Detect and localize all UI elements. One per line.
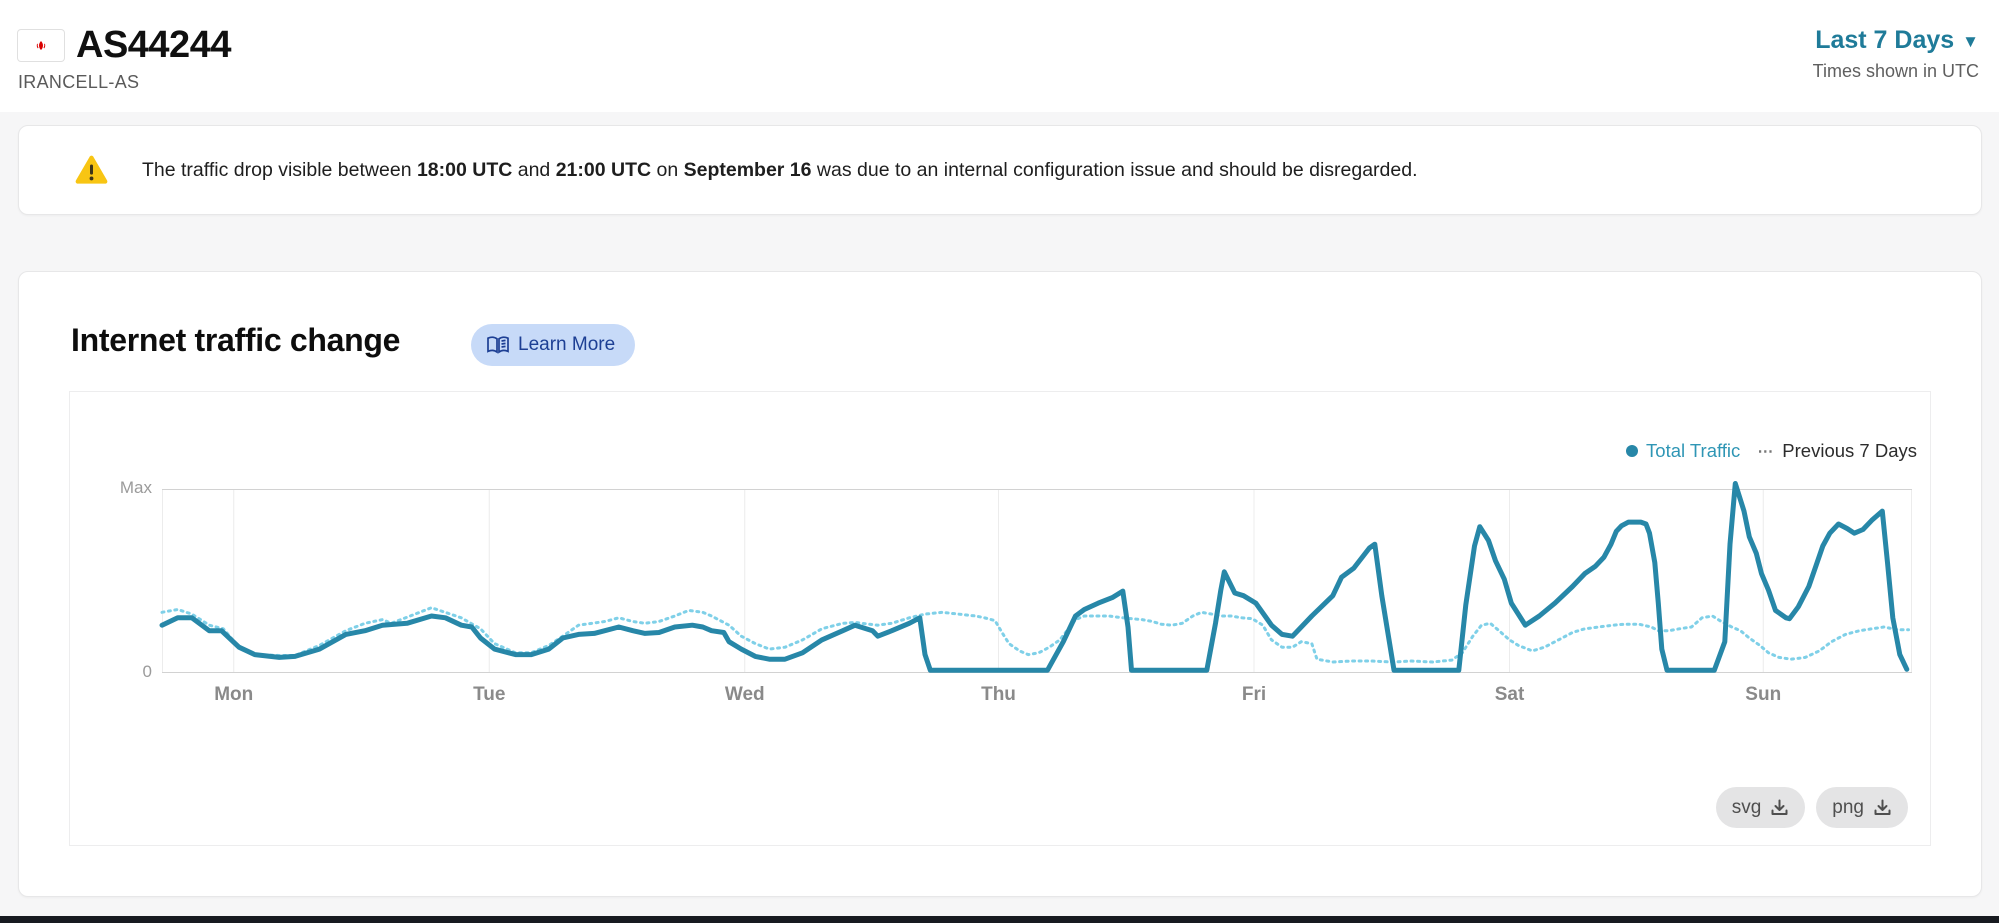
card-title: Internet traffic change [71,322,401,358]
legend-dot-icon [1626,445,1639,457]
download-png-button[interactable]: png [1816,787,1908,828]
download-svg-label: svg [1731,796,1762,818]
y-axis-zero-label: 0 [142,662,152,681]
legend-previous-7-days[interactable]: Previous 7 Days [1758,440,1917,462]
learn-more-button[interactable]: Learn More [471,324,636,366]
flag-emblem-icon [36,40,47,51]
y-axis-max-label: Max [119,478,152,497]
chart-legend: Total Traffic Previous 7 Days [1626,440,1917,462]
footer-divider-bar [0,916,1999,923]
download-icon [1771,799,1788,815]
x-axis-label-mon: Mon [214,684,254,705]
legend-total-traffic-label: Total Traffic [1646,440,1741,461]
download-png-label: png [1832,796,1864,818]
traffic-change-card: Internet traffic change Learn More Total… [18,271,1982,897]
asn-title: AS44244 [76,24,231,66]
time-range-label: Last 7 Days [1815,26,1955,54]
x-axis-label-fri: Fri [1241,684,1267,705]
time-range-dropdown[interactable]: Last 7 Days ▼ [1815,26,1979,55]
iran-flag [18,30,64,61]
notice-banner: The traffic drop visible between 18:00 U… [18,125,1982,215]
x-axis-label-tue: Tue [473,684,506,705]
x-axis-labels: Mon Tue Wed Thu Fri Sat Sun [162,684,1912,710]
download-svg-button[interactable]: svg [1715,787,1806,828]
notice-text: The traffic drop visible between 18:00 U… [142,158,1418,181]
download-buttons: svg png [1715,787,1908,828]
traffic-plot[interactable] [159,481,1912,673]
chart-container: Total Traffic Previous 7 Days Max 0 Mon T… [69,391,1931,846]
x-axis-label-sat: Sat [1494,684,1525,705]
series-total-traffic[interactable] [159,481,1910,673]
book-icon [487,336,509,354]
chevron-down-icon: ▼ [1962,31,1979,51]
x-axis-label-thu: Thu [981,684,1016,705]
dotted-line-icon [1759,449,1775,453]
asn-org-name: IRANCELL-AS [18,72,140,92]
x-axis-label-wed: Wed [724,684,765,705]
download-icon [1874,799,1891,815]
traffic-line-chart[interactable] [159,481,1912,673]
timezone-note: Times shown in UTC [1812,61,1979,81]
warning-icon [75,155,108,184]
learn-more-label: Learn More [518,334,616,355]
legend-previous-7-days-label: Previous 7 Days [1782,440,1917,461]
legend-total-traffic[interactable]: Total Traffic [1626,440,1740,462]
x-axis-label-sun: Sun [1745,684,1782,705]
page-header: AS44244 IRANCELL-AS Last 7 Days ▼ Times … [0,0,1999,112]
